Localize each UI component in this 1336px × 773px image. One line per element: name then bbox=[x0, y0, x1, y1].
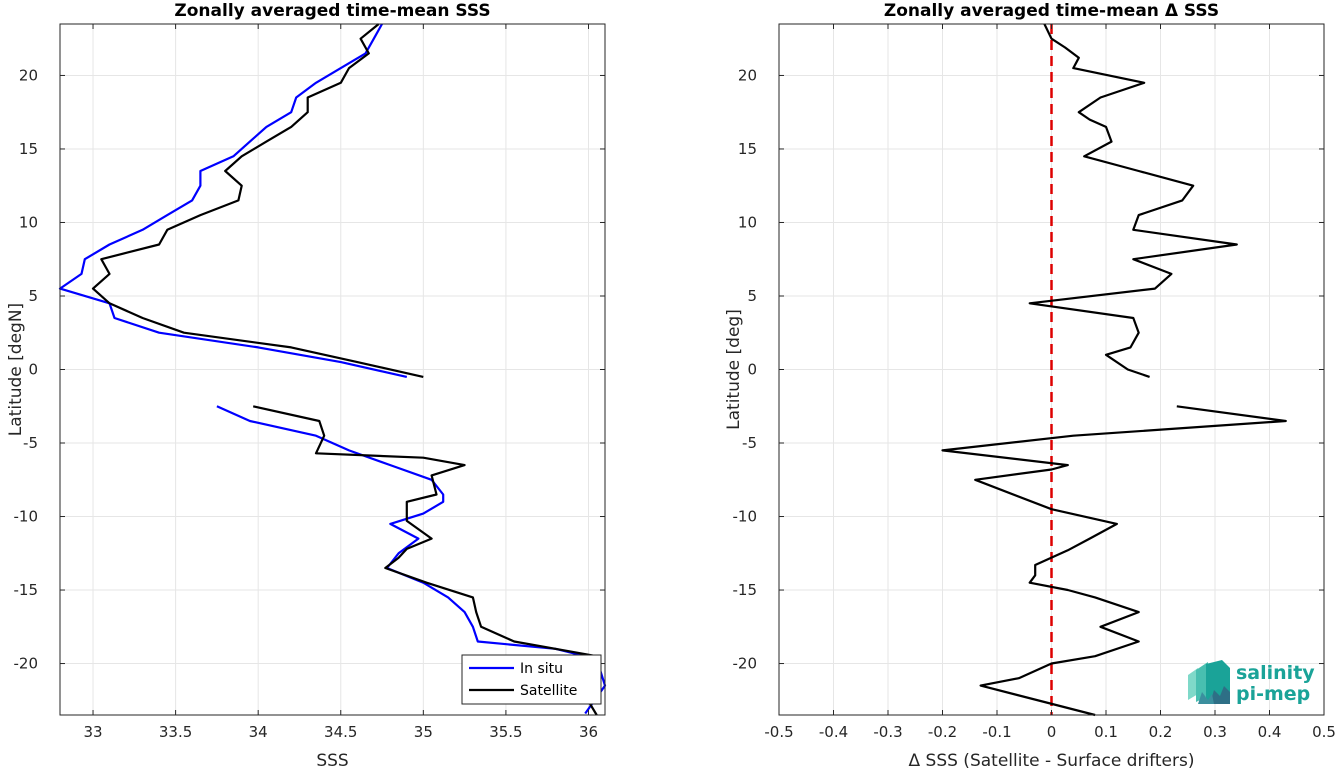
y-tick-label: -20 bbox=[733, 655, 758, 673]
x-tick-label: 34.5 bbox=[324, 723, 357, 741]
x-tick-label: -0.4 bbox=[819, 723, 848, 741]
y-tick-label: 20 bbox=[738, 66, 757, 84]
x-tick-label: 34 bbox=[249, 723, 268, 741]
legend-label-satellite: Satellite bbox=[520, 683, 577, 699]
right-chart-title: Zonally averaged time-mean Δ SSS bbox=[884, 1, 1219, 21]
x-tick-label: 0.5 bbox=[1312, 723, 1336, 741]
x-tick-label: 33.5 bbox=[159, 723, 192, 741]
x-tick-label: 35.5 bbox=[489, 723, 522, 741]
y-tick-label: 5 bbox=[28, 287, 38, 305]
legend-label-in-situ: In situ bbox=[520, 661, 563, 677]
in-situ-line-segment-2 bbox=[216, 405, 607, 715]
y-tick-label: -5 bbox=[742, 434, 757, 452]
y-tick-label: -15 bbox=[14, 581, 39, 599]
left-plot-panel: 33 33.5 34 34.5 35 35.5 36-20-15-10-505101520 … bbox=[6, 1, 607, 771]
legend: In situ Satellite bbox=[461, 654, 602, 705]
x-tick-label: 0.1 bbox=[1094, 723, 1118, 741]
left-y-axis-label: Latitude [degN] bbox=[6, 303, 26, 436]
logo-text-line2: pi-mep bbox=[1236, 683, 1310, 705]
y-tick-label: -10 bbox=[14, 508, 39, 526]
x-tick-label: -0.2 bbox=[928, 723, 957, 741]
left-chart-title: Zonally averaged time-mean SSS bbox=[174, 1, 490, 21]
x-tick-label: 33 bbox=[83, 723, 102, 741]
right-plot-panel: -0.5 -0.4 -0.3 -0.2 -0.1 0 0.1 0.2 0.3 0.4 0.5 -20 -… bbox=[724, 1, 1336, 771]
y-tick-label: 10 bbox=[19, 213, 38, 231]
right-ticks: -0.5 -0.4 -0.3 -0.2 -0.1 0 0.1 0.2 0.3 0.4 0.5 -20 -… bbox=[733, 24, 1336, 741]
y-tick-label: -15 bbox=[733, 581, 758, 599]
y-tick-label: 0 bbox=[747, 361, 757, 379]
x-tick-label: -0.1 bbox=[982, 723, 1011, 741]
legend-box bbox=[461, 654, 602, 705]
logo-text-line1: salinity bbox=[1236, 662, 1315, 684]
left-ticks: 33 33.5 34 34.5 35 35.5 36 -20 -15 -10 -5 0 5 10 15 20 bbox=[14, 24, 605, 741]
y-tick-label: -5 bbox=[23, 434, 38, 452]
x-tick-label: 0.2 bbox=[1149, 723, 1173, 741]
x-tick-label: -0.5 bbox=[764, 723, 793, 741]
salinity-pi-mep-logo: salinity pi-mep bbox=[1188, 660, 1315, 705]
x-tick-label: 35 bbox=[414, 723, 433, 741]
x-tick-label: 0.4 bbox=[1258, 723, 1282, 741]
delta-sss-line-segment-1 bbox=[1028, 23, 1238, 378]
logo-mark-icon bbox=[1188, 660, 1230, 704]
satellite-line-segment-1 bbox=[91, 23, 424, 378]
x-tick-label: 0.3 bbox=[1203, 723, 1227, 741]
delta-sss-line-segment-2 bbox=[941, 405, 1287, 717]
y-tick-label: 15 bbox=[738, 140, 757, 158]
left-x-axis-label: SSS bbox=[316, 751, 348, 769]
right-y-axis-label: Latitude [deg] bbox=[724, 309, 744, 430]
x-tick-label: -0.3 bbox=[873, 723, 902, 741]
right-data-lines bbox=[941, 23, 1287, 717]
right-x-axis-label: Δ SSS (Satellite - Surface drifters) bbox=[909, 751, 1195, 769]
x-tick-label: 36 bbox=[579, 723, 598, 741]
in-situ-line-segment-1 bbox=[58, 23, 408, 378]
y-tick-label: 5 bbox=[747, 287, 757, 305]
y-tick-label: 20 bbox=[19, 66, 38, 84]
y-tick-label: 15 bbox=[19, 140, 38, 158]
y-tick-label: -20 bbox=[14, 655, 39, 673]
y-tick-label: 10 bbox=[738, 213, 757, 231]
x-tick-label: 0 bbox=[1047, 723, 1057, 741]
y-tick-label: -10 bbox=[733, 508, 758, 526]
y-tick-label: 0 bbox=[28, 361, 38, 379]
